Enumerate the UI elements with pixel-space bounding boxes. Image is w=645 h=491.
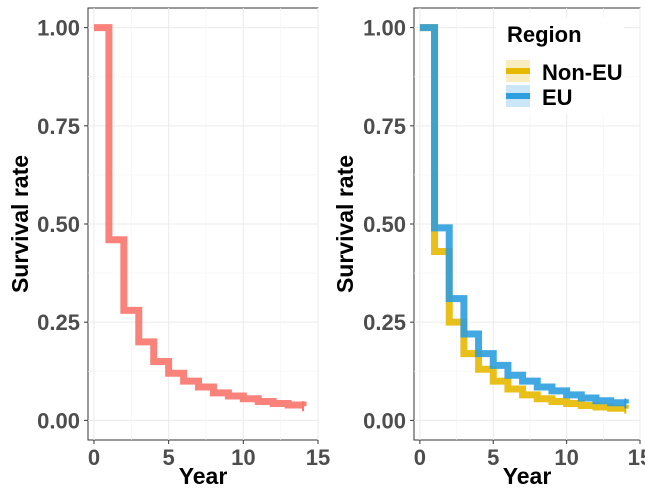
axis-ticks: 0.00 0.25 0.50 0.75 1.00 0 5 10 15 (363, 16, 645, 470)
y-axis-title: Survival rate (332, 155, 358, 293)
y-tick-label: 1.00 (363, 16, 406, 41)
x-tick-label: 5 (487, 445, 499, 470)
y-tick-label: 0.50 (363, 212, 406, 237)
y-tick-label: 0.00 (37, 408, 80, 433)
survival-panel-by-region: 0.00 0.25 0.50 0.75 1.00 0 5 10 15 Survival rate… (332, 7, 645, 489)
legend-title: Region (507, 22, 582, 47)
y-tick-label: 0.00 (363, 408, 406, 433)
survival-panel-overall: 0.00 0.25 0.50 0.75 1.00 0 5 10 15 Survival rate… (7, 7, 330, 489)
x-tick-label: 15 (628, 445, 645, 470)
y-tick-label: 1.00 (37, 16, 80, 41)
x-tick-label: 15 (306, 445, 330, 470)
y-tick-label: 0.25 (363, 310, 406, 335)
y-tick-label: 0.75 (37, 114, 80, 139)
y-tick-label: 0.25 (37, 310, 80, 335)
x-tick-label: 10 (231, 445, 255, 470)
series-group (419, 24, 629, 414)
survival-step-line-non-eu (419, 24, 629, 412)
x-tick-label: 5 (163, 445, 175, 470)
series-group (93, 24, 307, 412)
legend-label-eu: EU (542, 85, 573, 110)
x-axis-title: Year (503, 463, 552, 489)
x-tick-label: 0 (88, 445, 100, 470)
x-tick-label: 10 (554, 445, 578, 470)
legend-label-non-eu: Non-EU (542, 60, 623, 85)
y-tick-label: 0.50 (37, 212, 80, 237)
y-tick-label: 0.75 (363, 114, 406, 139)
grid-lines (88, 8, 319, 440)
y-axis-title: Survival rate (7, 155, 33, 293)
x-axis-title: Year (179, 463, 228, 489)
x-tick-label: 0 (414, 445, 426, 470)
legend: Region Non-EU EU (496, 18, 624, 114)
axis-ticks: 0.00 0.25 0.50 0.75 1.00 0 5 10 15 (37, 16, 330, 470)
survival-step-line (93, 24, 307, 409)
survival-step-line-eu (419, 24, 629, 407)
